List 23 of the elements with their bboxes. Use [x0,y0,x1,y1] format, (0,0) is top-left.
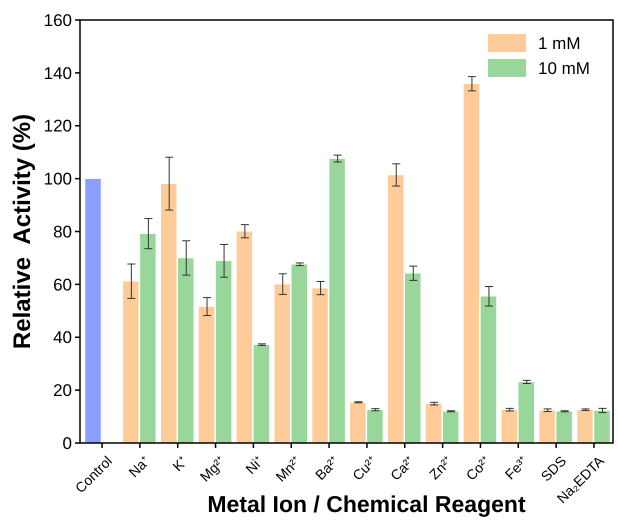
legend-label: 10 mM [538,58,590,78]
x-tick-label: K⁺ [169,452,191,474]
y-tick-label: 160 [44,10,72,30]
x-axis-title: Metal Ion / Chemical Reagent [207,491,526,517]
x-tick-label: Fe³⁺ [502,452,532,482]
y-tick-label: 100 [44,170,72,189]
legend-label: 1 mM [538,34,580,53]
y-tick-label: 40 [53,328,72,348]
y-tick-label: 80 [53,222,72,242]
y-tick-label: 60 [53,275,72,294]
y-tick-label: 0 [62,434,72,453]
x-tick-label: Co²⁺ [462,452,494,484]
bar [84,178,102,444]
x-tick-label: Ba²⁺ [312,452,342,483]
x-tick-label: Ca²⁺ [387,452,418,484]
x-tick-label: Zn²⁺ [426,452,456,482]
y-tick-label: 20 [53,381,72,400]
x-tick-label: Cu²⁺ [349,452,380,484]
y-tick-label: 120 [44,116,72,136]
y-tick-label: 140 [44,64,72,83]
x-tick-label: Ni⁺ [242,452,266,477]
y-axis-title: Relative Activity (%) [9,114,36,350]
x-tick-label: Na⁺ [125,452,153,480]
